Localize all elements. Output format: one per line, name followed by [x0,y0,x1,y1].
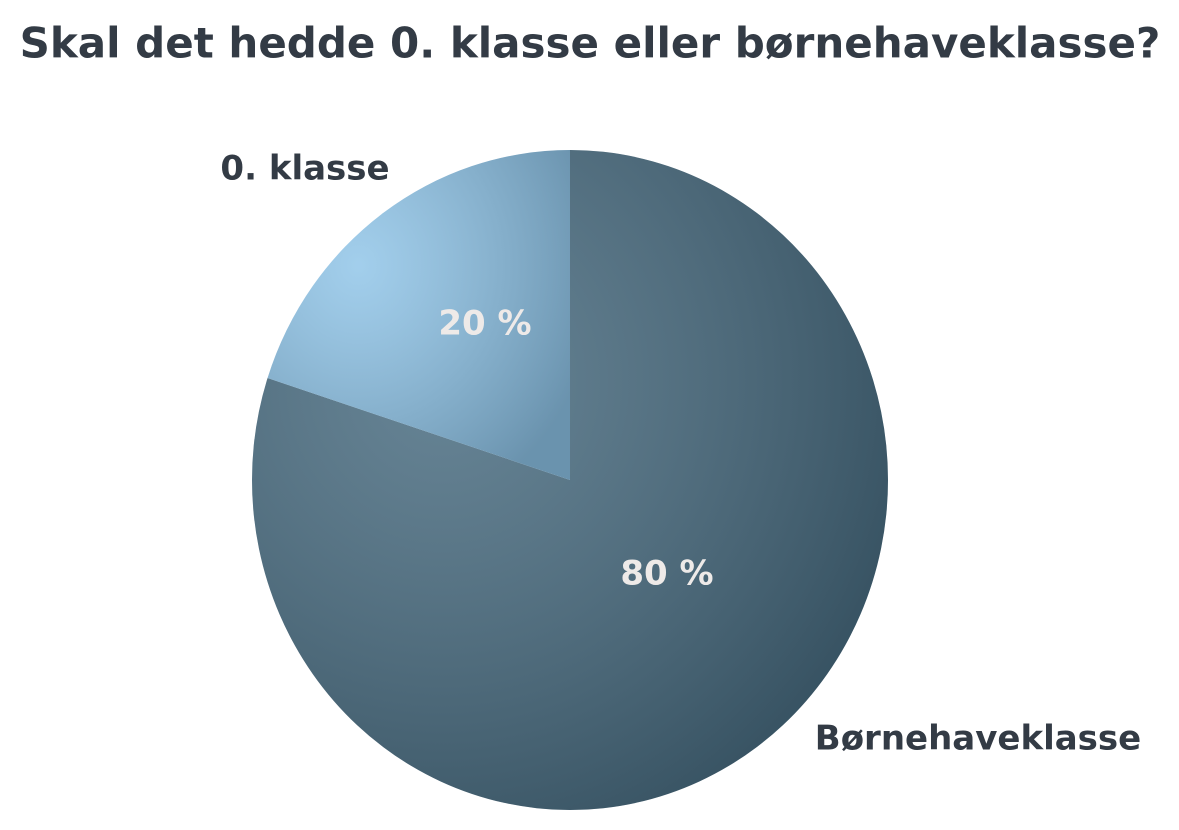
category-label: 0. klasse [220,149,389,189]
value-label: 20 % [438,304,531,344]
slice-shade [267,150,570,480]
value-label: 80 % [620,554,713,594]
category-label: Børnehaveklasse [815,719,1141,759]
pie [252,150,889,810]
chart-title: Skal det hedde 0. klasse eller børnehave… [20,19,1161,68]
